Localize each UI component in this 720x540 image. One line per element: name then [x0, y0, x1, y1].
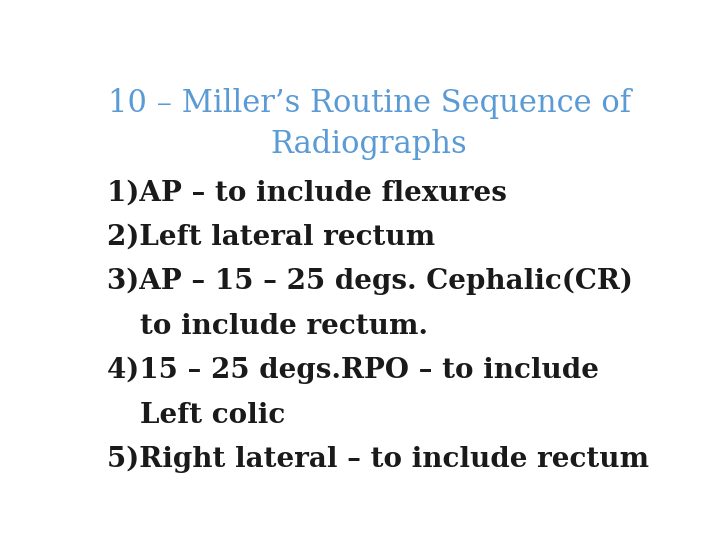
Text: 2)Left lateral rectum: 2)Left lateral rectum: [107, 224, 435, 251]
Text: 3)AP – 15 – 25 degs. Cephalic(CR): 3)AP – 15 – 25 degs. Cephalic(CR): [107, 268, 633, 295]
Text: to include rectum.: to include rectum.: [140, 313, 428, 340]
Text: 1)AP – to include flexures: 1)AP – to include flexures: [107, 179, 507, 206]
Text: 5)Right lateral – to include rectum: 5)Right lateral – to include rectum: [107, 446, 649, 474]
Text: Left colic: Left colic: [140, 402, 285, 429]
Text: 10 – Miller’s Routine Sequence of: 10 – Miller’s Routine Sequence of: [107, 87, 631, 119]
Text: Radiographs: Radiographs: [271, 129, 467, 160]
Text: 4)15 – 25 degs.RPO – to include: 4)15 – 25 degs.RPO – to include: [107, 357, 599, 384]
